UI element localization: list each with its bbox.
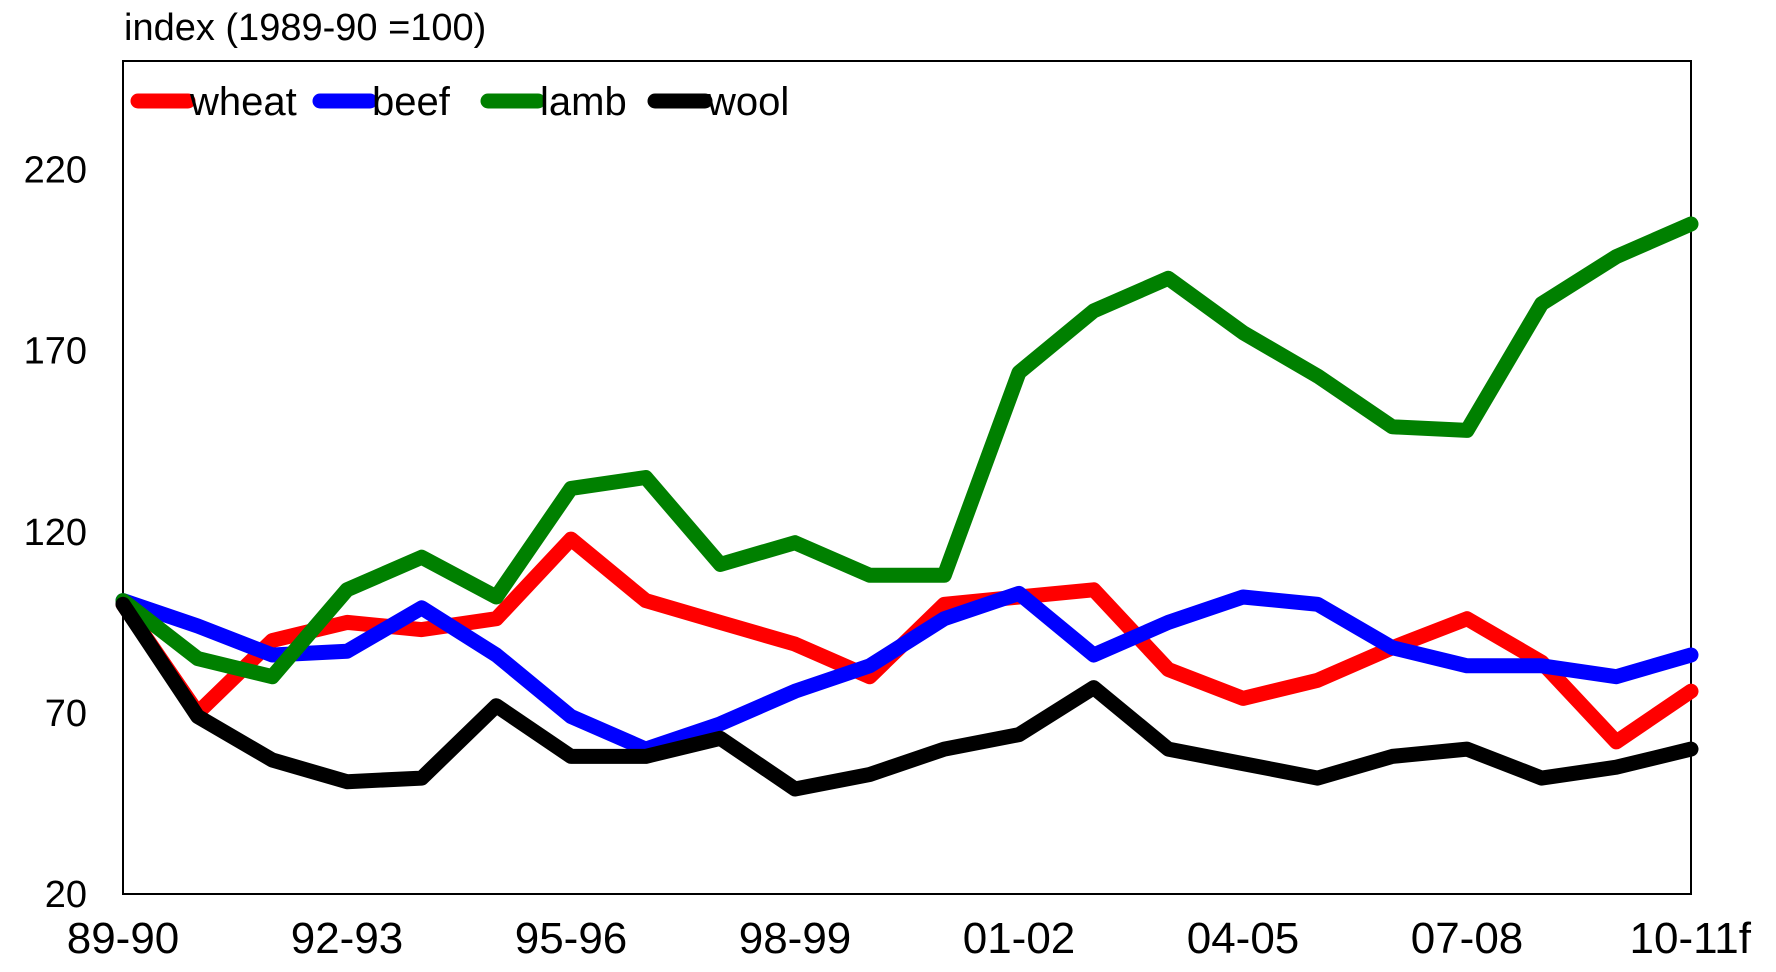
series-lines bbox=[115, 216, 1699, 797]
x-tick-label: 01-02 bbox=[963, 914, 1076, 963]
y-tick-label: 170 bbox=[24, 331, 87, 373]
x-tick-label: 89-90 bbox=[67, 914, 180, 963]
plot-frame bbox=[122, 60, 1692, 895]
y-axis: 20 70 120 170 220 bbox=[24, 150, 87, 916]
series-line-wool bbox=[115, 596, 1699, 797]
x-axis: 89-90 92-93 95-96 98-99 01-02 04-05 07-08 10-11… bbox=[67, 914, 1752, 963]
x-tick-label: 98-99 bbox=[739, 914, 852, 963]
legend-label-beef: beef bbox=[372, 80, 451, 124]
x-tick-label: 07-08 bbox=[1411, 914, 1524, 963]
legend: wheat beef lamb wool bbox=[130, 80, 789, 124]
x-tick-label: 92-93 bbox=[291, 914, 404, 963]
x-tick-label: 95-96 bbox=[515, 914, 628, 963]
series-line-beef bbox=[115, 585, 1699, 757]
legend-label-wheat: wheat bbox=[189, 80, 297, 124]
y-tick-label: 70 bbox=[45, 693, 87, 735]
y-tick-label: 220 bbox=[24, 150, 87, 192]
y-tick-label: 120 bbox=[24, 512, 87, 554]
series-line-lamb bbox=[115, 216, 1699, 685]
legend-label-wool: wool bbox=[706, 80, 789, 124]
y-tick-label: 20 bbox=[45, 874, 87, 916]
x-tick-label: 04-05 bbox=[1187, 914, 1300, 963]
y-axis-label: index (1989-90 =100) bbox=[124, 7, 486, 49]
legend-label-lamb: lamb bbox=[540, 80, 627, 124]
x-tick-label: 10-11f bbox=[1630, 914, 1752, 963]
